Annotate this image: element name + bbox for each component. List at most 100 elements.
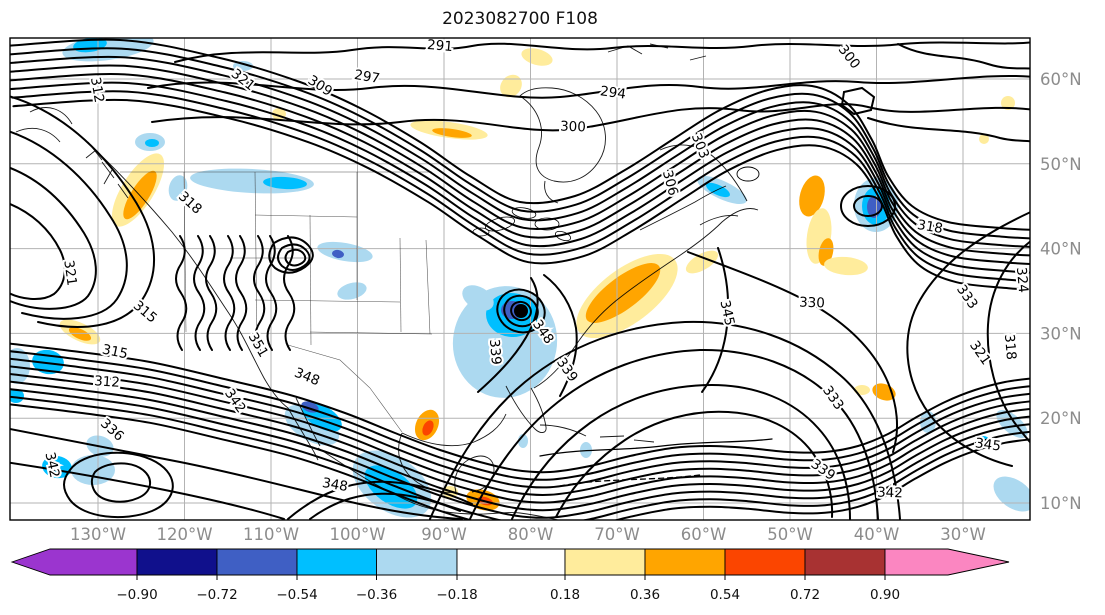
state-border [254, 299, 401, 303]
contour-line [174, 41, 1030, 63]
contour-label: 342 [877, 485, 903, 502]
chart-title: 2023082700 F108 [442, 9, 598, 29]
contour-label: 312 [94, 373, 121, 391]
contour-line [147, 74, 1030, 99]
contour-line [63, 451, 174, 519]
shaded-anomaly-patch [580, 442, 592, 458]
contour-line [555, 410, 834, 518]
shaded-anomaly-patch [263, 176, 307, 190]
contour-line [897, 43, 1030, 70]
shaded-anomaly-patch [521, 48, 553, 66]
coastline-path [533, 208, 759, 389]
x-tick-label: 60°W [681, 525, 727, 544]
coastline-path [699, 215, 739, 226]
contour-label: 315 [130, 298, 160, 327]
island-newfoundland [736, 166, 760, 182]
y-tick-label: 40°N [1040, 240, 1082, 259]
contour-label: 330 [799, 295, 825, 312]
x-tick-label: 50°W [767, 525, 813, 544]
contour-line [11, 90, 1030, 283]
contour-line [853, 195, 883, 217]
contour-layer [10, 38, 1030, 520]
colorbar-tick-label: −0.18 [436, 587, 477, 603]
contour-line [477, 277, 539, 393]
shaded-anomaly-patch [799, 175, 825, 217]
colorbar-segment-pink [884, 548, 1010, 576]
contour-line [687, 251, 898, 453]
contour-label: 324 [1013, 266, 1031, 293]
contour-line [10, 55, 1030, 248]
shaded-anomaly-patch [462, 285, 494, 311]
contour-line [253, 235, 266, 351]
y-tick-label: 60°N [1040, 70, 1082, 89]
shaded-anomaly-patch [337, 282, 367, 300]
colorbar-segment-lightyellow [564, 548, 646, 576]
colorbar-tick-label: 0.72 [790, 587, 820, 603]
shaded-anomaly-patch [824, 256, 868, 276]
great-lake-outline [554, 230, 572, 242]
contour-label: 312 [87, 76, 107, 104]
colorbar-tick-label: −0.54 [276, 587, 317, 603]
map-frame [9, 37, 1031, 521]
shaded-anomaly-patch [145, 139, 159, 147]
contour-line [503, 294, 539, 328]
contour-line [223, 235, 236, 351]
contour-line [10, 342, 1030, 474]
contour-line [10, 380, 1030, 512]
shaded-anomaly-patch [317, 241, 373, 263]
contour-line [10, 427, 463, 520]
map-area: 2912942973003003033063093213123183213153… [10, 38, 1031, 520]
contour-label: 294 [599, 83, 627, 102]
contour-label: 348 [321, 475, 349, 495]
contour-label: 348 [292, 365, 322, 389]
contour-line [277, 243, 311, 271]
colorbar-segment-orange [644, 548, 726, 576]
contour-label: 339 [486, 338, 504, 365]
x-tick-label: 70°W [594, 525, 640, 544]
shaded-anomaly-patch [500, 74, 522, 98]
y-tick-label: 10°N [1040, 494, 1082, 513]
colorbar: −0.90 −0.72 −0.54 −0.36 −0.18 0.18 0.36 0.54 0.7… [10, 548, 1010, 603]
contour-line [543, 274, 578, 397]
contour-line [309, 492, 461, 520]
shaded-anomaly-patch [854, 385, 870, 395]
x-tick-label: 80°W [508, 525, 554, 544]
shaded-anomaly-patch [10, 389, 24, 403]
x-tick-label: 30°W [940, 525, 986, 544]
contour-label: 318 [1001, 333, 1019, 360]
shaded-anomaly-patch [432, 128, 472, 138]
colorbar-tick-label: 0.18 [550, 587, 580, 603]
contour-line [283, 235, 296, 351]
contour-label: 342 [41, 451, 62, 480]
coastline-path [639, 185, 727, 231]
storm-center-marker [514, 304, 528, 318]
x-tick-label: 130°W [70, 525, 126, 544]
great-lake-outline [511, 207, 537, 219]
contour-line [151, 103, 1030, 132]
contour-label: 321 [60, 259, 79, 287]
state-border [309, 214, 312, 346]
coastline-path [287, 407, 319, 461]
colorbar-segment-lightblue [376, 548, 458, 576]
colorbar-segment-darkred [804, 548, 886, 576]
contour-line [10, 73, 1030, 265]
contour-line [539, 438, 773, 457]
colorbar-tick-label: −0.72 [196, 587, 237, 603]
coastline-path [59, 119, 289, 409]
contour-line [90, 462, 151, 503]
shaded-anomaly-patch [332, 249, 344, 259]
state-border [254, 214, 358, 218]
state-border [425, 239, 431, 335]
coastline-path [15, 107, 73, 143]
shaded-anomaly-patch [71, 455, 115, 485]
contour-line [511, 383, 851, 520]
contour-line [175, 235, 188, 351]
coastline-path [401, 413, 507, 447]
x-tick-label: 40°W [854, 525, 900, 544]
coastline-path [317, 447, 559, 520]
y-tick-label: 30°N [1040, 324, 1082, 343]
coastline-path [505, 385, 547, 433]
great-lake-outline [534, 217, 560, 231]
colorbar-tick-label: 0.36 [630, 587, 660, 603]
